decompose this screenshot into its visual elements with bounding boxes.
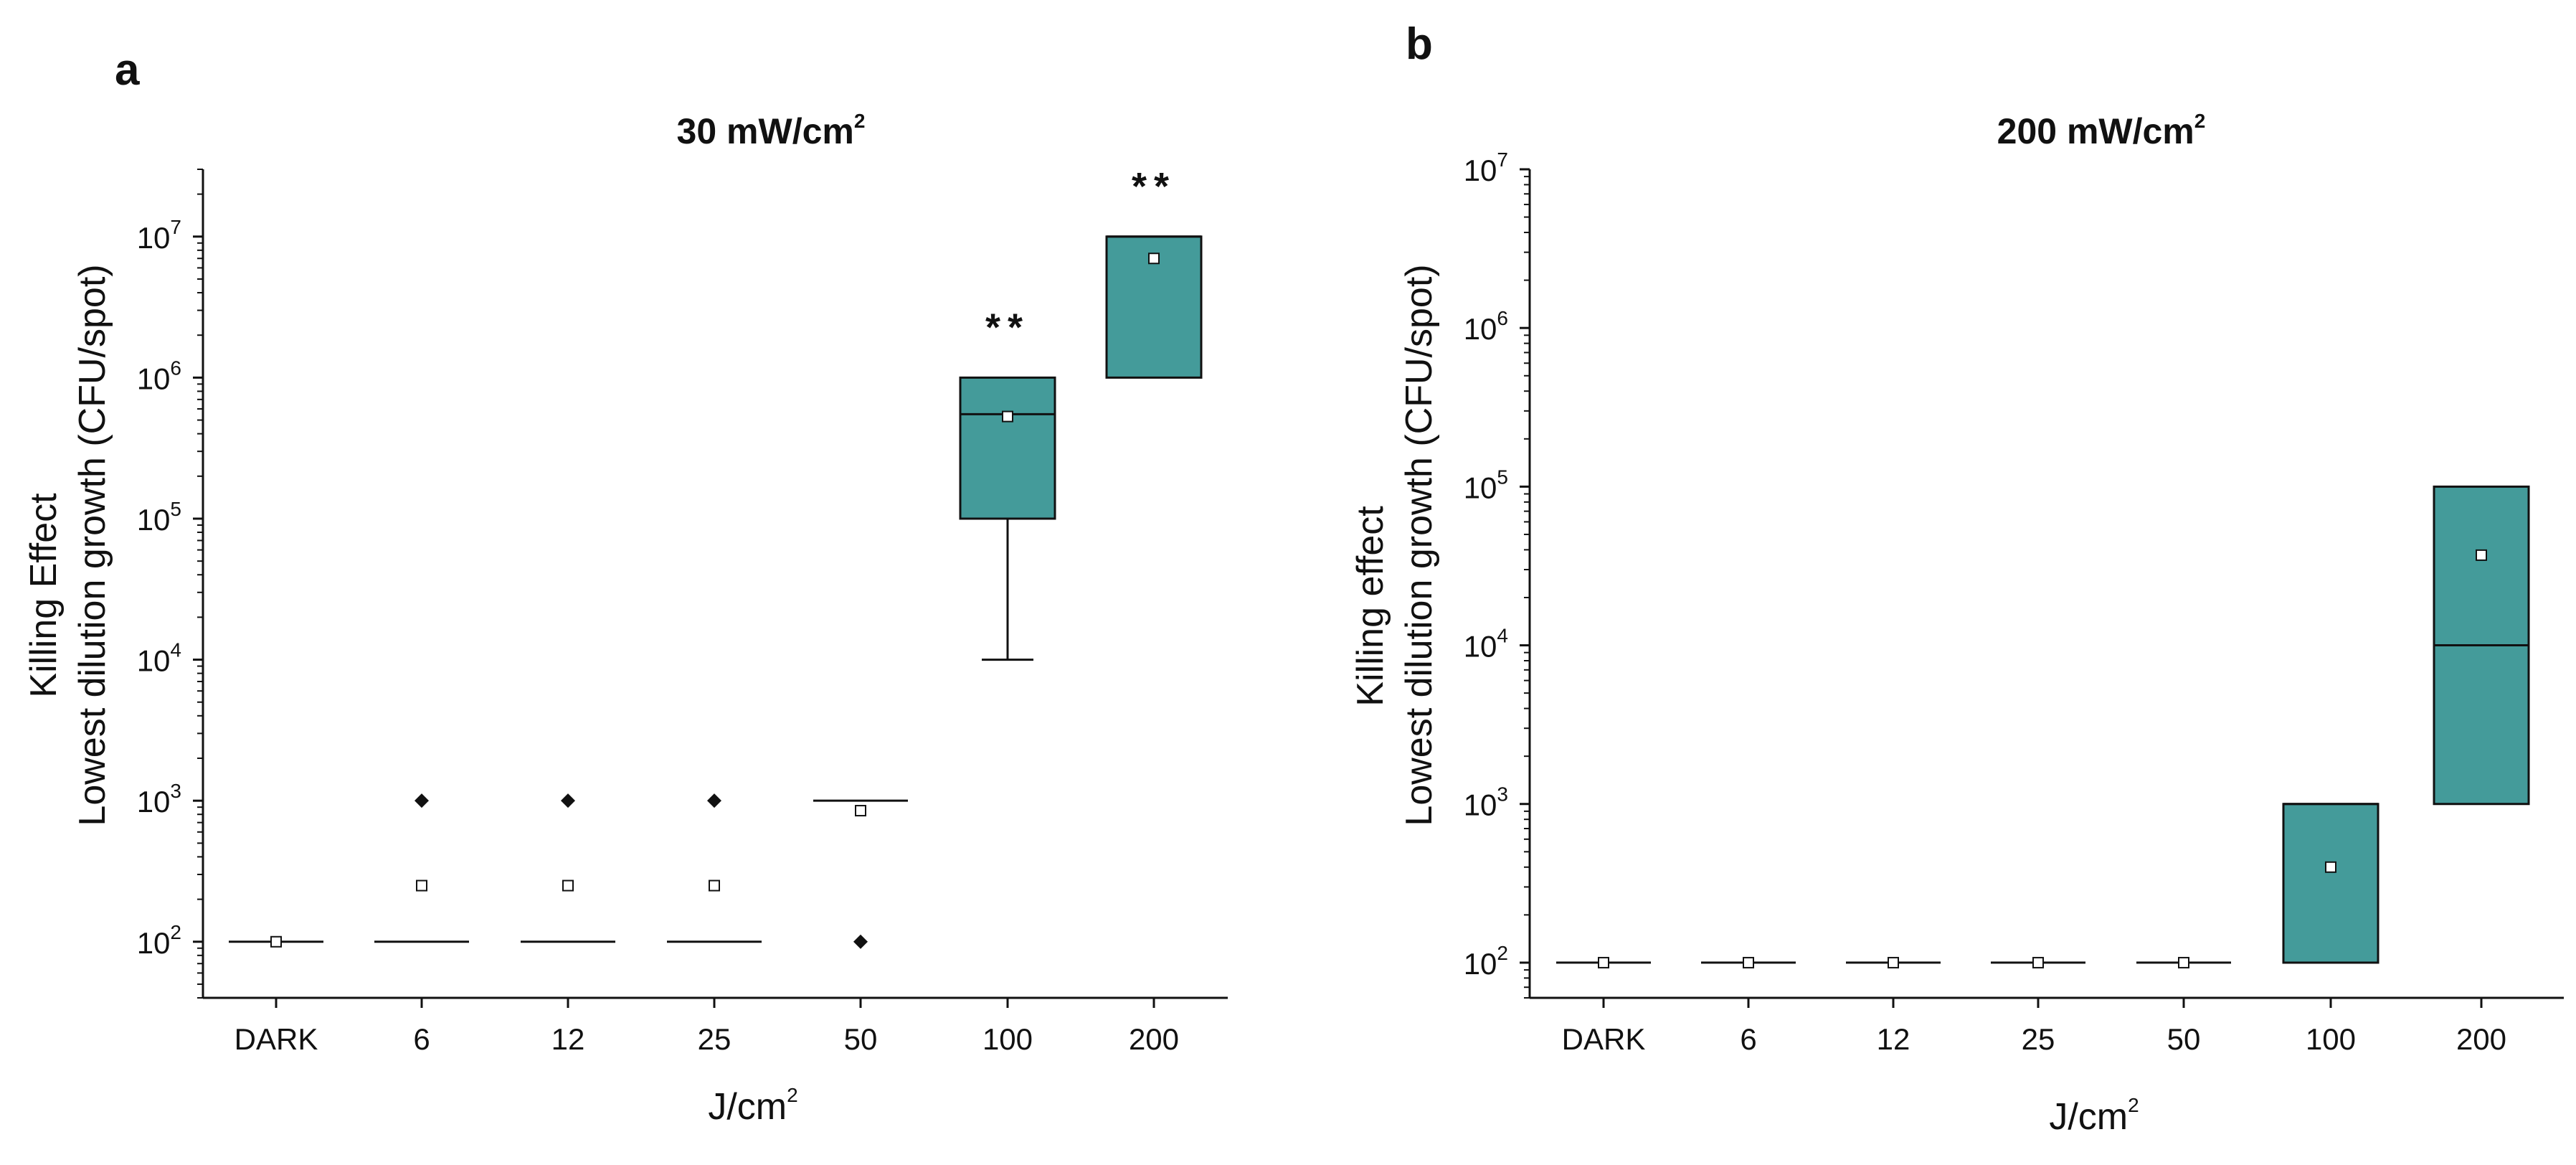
panel-a-ylabel-line2: Lowest dilution growth (CFU/spot) [72,264,113,826]
y-tick-label: 102 [1464,942,1508,981]
outlier-point [561,793,575,808]
mean-marker-DARK [1598,956,1609,968]
x-tick-label: 50 [844,1022,878,1056]
y-tick-label: 105 [137,498,181,537]
panel-a: a 30 mW/cm2 J/cm2 Killing Effect Lowest … [23,45,1228,1128]
y-tick-label: 103 [1464,783,1508,822]
mean-marker-25 [2032,956,2044,968]
mean-marker-100 [2325,861,2336,873]
x-tick-label: 12 [1877,1022,1910,1056]
panel-b-ylabel-line1: Killing effect [1350,506,1391,707]
x-tick-label: 25 [698,1022,731,1056]
mean-marker-12 [1888,956,1899,968]
mean-marker-DARK [270,935,282,948]
mean-marker-25 [709,879,720,892]
y-tick-label: 107 [137,216,181,255]
x-tick-label: 25 [2022,1022,2055,1056]
panel-a-ylabel-line1: Killing Effect [23,493,65,698]
y-tick-label: 105 [1464,466,1508,504]
mean-marker-6 [1743,956,1754,968]
mean-marker-12 [562,879,574,892]
mean-marker-200 [1148,253,1160,265]
panel-a-xlabel: J/cm2 [708,1084,797,1128]
panel-b: b 200 mW/cm2 J/cm2 Killing effect Lowest… [1350,19,2564,1138]
y-tick-label: 104 [137,639,181,678]
outlier-point [853,934,868,949]
y-tick-label: 107 [1464,148,1508,187]
mean-marker-200 [2476,549,2487,561]
y-tick-label: 106 [1464,307,1508,346]
y-tick-label: 104 [1464,625,1508,664]
x-tick-label: 200 [2456,1022,2506,1056]
x-tick-label: 12 [551,1022,585,1056]
x-tick-label: 6 [413,1022,430,1056]
box-100 [2282,803,2380,964]
x-tick-label: 200 [1129,1022,1179,1056]
y-tick-label: 106 [137,357,181,395]
x-tick-label: 50 [2167,1022,2201,1056]
y-tick-label: 103 [137,780,181,819]
outlier-point [707,793,721,808]
y-tick-label: 102 [137,921,181,960]
panel-a-letter: a [115,45,140,95]
significance-label: ** [1132,165,1176,208]
mean-marker-100 [1002,410,1013,423]
panel-a-title: 30 mW/cm2 [677,110,866,151]
x-tick-label: 100 [982,1022,1033,1056]
outlier-point [415,793,429,808]
box-100 [959,376,1056,520]
panel-b-xlabel: J/cm2 [2049,1094,2139,1138]
mean-marker-50 [855,805,866,817]
x-tick-label: DARK [235,1022,318,1056]
x-tick-label: 6 [1740,1022,1756,1056]
x-tick-label: 100 [2306,1022,2356,1056]
significance-label: ** [985,306,1030,349]
panel-b-ylabel-line2: Lowest dilution growth (CFU/spot) [1398,264,1440,826]
panel-b-letter: b [1406,19,1433,69]
mean-marker-50 [2178,956,2189,968]
x-tick-label: DARK [1562,1022,1646,1056]
mean-marker-6 [416,879,427,892]
panel-b-title: 200 mW/cm2 [1997,110,2206,151]
